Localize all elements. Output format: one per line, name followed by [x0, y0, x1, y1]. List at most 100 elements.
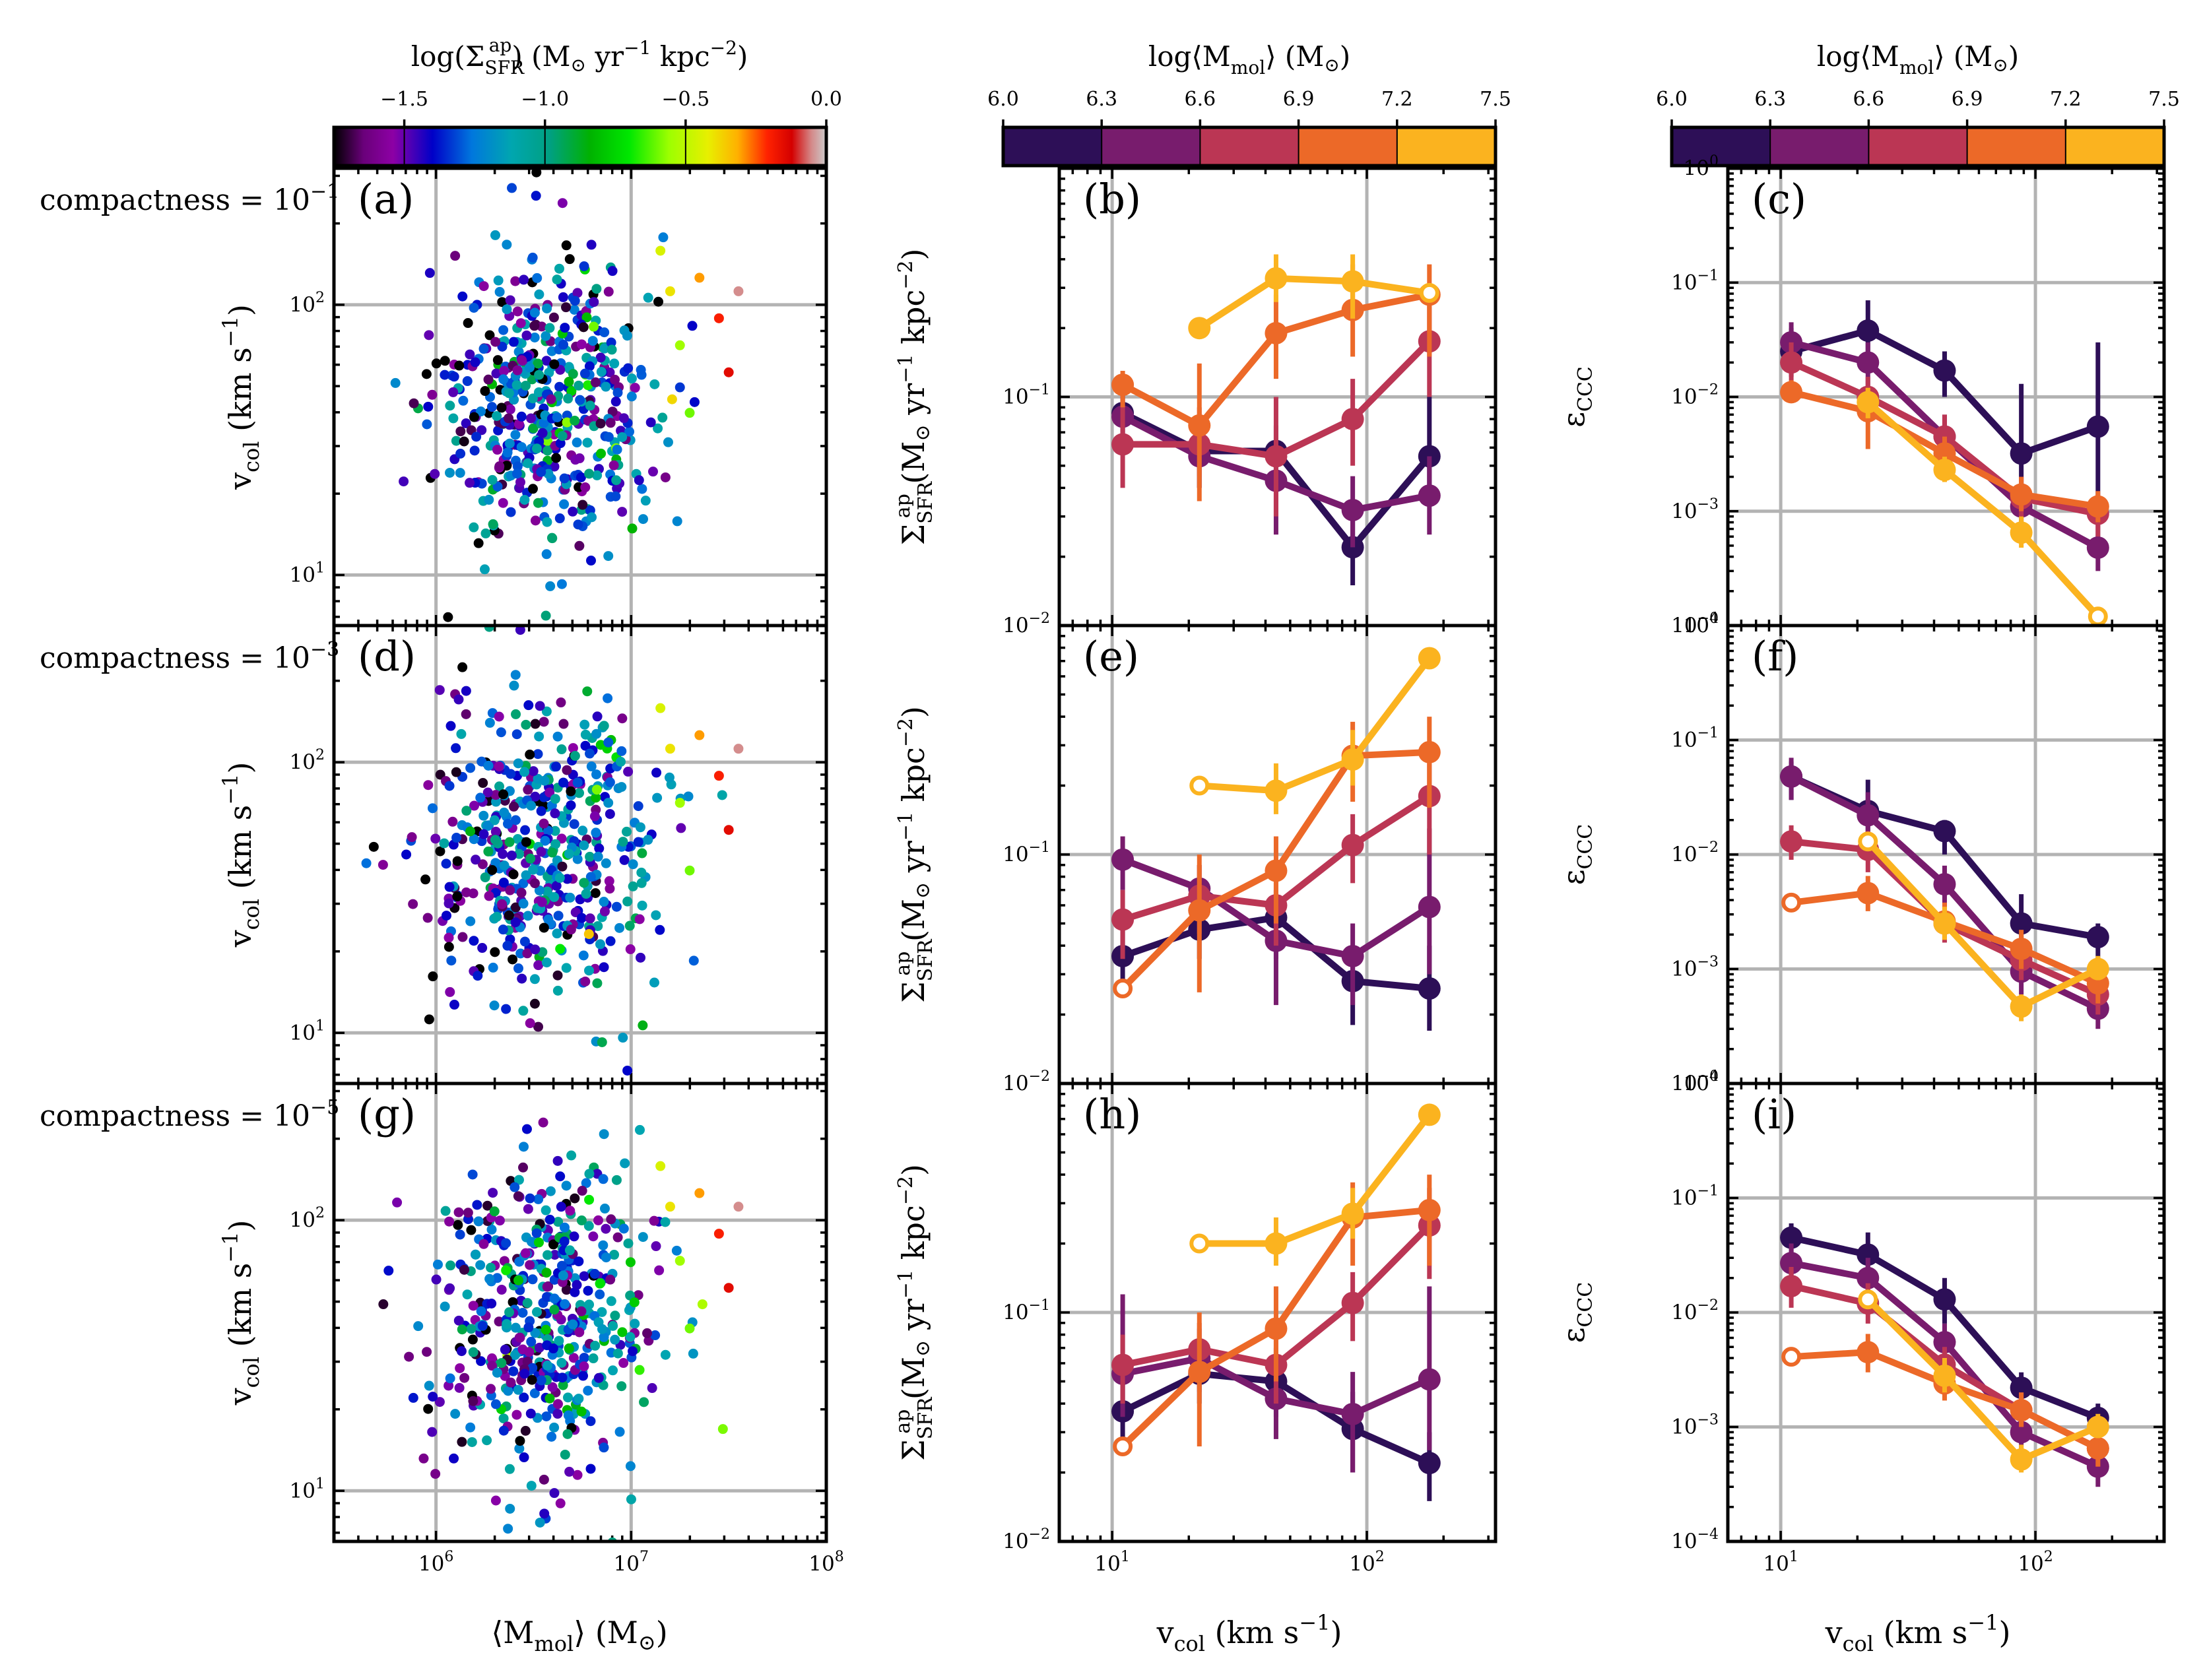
scatter-point	[508, 1366, 519, 1376]
ytick-label: 10−1	[1671, 267, 1719, 294]
scatter-point	[456, 1346, 467, 1357]
panel-d: 101 102 (d)	[290, 624, 828, 1085]
panel-g: 101 102 106 107 108 (g)	[290, 1082, 844, 1576]
scatter-point	[490, 1399, 501, 1409]
scatter-point	[439, 838, 449, 849]
scatter-point	[653, 296, 664, 307]
scatter-point	[564, 1343, 574, 1353]
scatter-point	[468, 1396, 478, 1406]
scatter-point	[660, 472, 671, 482]
scatter-point	[472, 1200, 482, 1210]
scatter-point	[591, 284, 602, 294]
data-point	[1933, 1364, 1956, 1387]
scatter-point-high-mass	[655, 703, 666, 713]
scatter-point	[399, 476, 409, 487]
scatter-point	[577, 500, 588, 510]
scatter-point	[536, 467, 546, 477]
data-point	[2086, 1437, 2109, 1460]
scatter-point	[527, 393, 538, 404]
scatter-point	[560, 323, 570, 333]
scatter-point	[422, 419, 432, 430]
scatter-point	[408, 1392, 418, 1403]
data-point	[2088, 606, 2108, 626]
scatter-point	[549, 1293, 560, 1304]
scatter-point	[566, 1150, 577, 1161]
data-point	[2086, 957, 2109, 981]
scatter-point	[623, 766, 634, 777]
scatter-point	[569, 819, 579, 829]
panel-h: 10−2 10−1 101 102 (h)	[1003, 1082, 1497, 1576]
scatter-point	[490, 835, 500, 845]
panel-c: 10−4 10−3 10−2 10−1 100 (c)	[1671, 153, 2166, 637]
scatter-point	[570, 751, 580, 761]
scatter-point	[546, 533, 557, 543]
scatter-point	[553, 1555, 563, 1565]
scatter-point	[444, 1216, 455, 1227]
colorbar-sfr-ticks: −1.5 −1.0 −0.5 0.0	[380, 88, 842, 166]
scatter-point	[615, 756, 626, 767]
scatter-point	[515, 626, 525, 635]
data-point	[1780, 381, 1803, 404]
scatter-point	[462, 376, 473, 387]
scatter-point	[448, 413, 459, 424]
scatter-point	[552, 970, 563, 981]
scatter-point	[533, 960, 544, 971]
data-point	[1857, 1341, 1880, 1364]
scatter-point	[451, 436, 461, 446]
scatter-point	[618, 837, 628, 847]
scatter-point	[588, 1353, 599, 1364]
scatter-point	[456, 728, 467, 739]
scatter-point	[550, 808, 560, 819]
scatter-point	[599, 1129, 609, 1140]
scatter-point	[583, 1285, 593, 1296]
scatter-point	[551, 761, 562, 772]
scatter-point	[465, 478, 475, 488]
scatter-point	[608, 1365, 618, 1376]
scatter-point	[541, 549, 552, 560]
scatter-point	[471, 855, 481, 865]
scatter-point	[534, 1342, 544, 1353]
scatter-point	[455, 1363, 465, 1373]
scatter-point	[525, 1018, 535, 1029]
scatter-point	[468, 888, 478, 899]
scatter-point	[533, 749, 543, 759]
scatter-point	[479, 564, 490, 575]
scatter-point	[527, 1274, 538, 1285]
scatter-point-high-mass	[684, 1323, 695, 1334]
panel-f: 10−4 10−3 10−2 10−1 100 (f)	[1671, 610, 2166, 1095]
scatter-point	[578, 950, 589, 961]
data-point	[1265, 859, 1288, 882]
scatter-point	[519, 1452, 529, 1463]
scatter-point	[459, 1373, 470, 1383]
scatter-point	[530, 1328, 541, 1338]
scatter-point	[616, 1381, 627, 1392]
scatter-point	[556, 744, 567, 755]
scatter-point	[480, 386, 490, 397]
scatter-point	[609, 460, 619, 470]
scatter-point	[444, 932, 454, 943]
scatter-point	[428, 971, 438, 982]
scatter-point	[526, 413, 537, 424]
data-point	[1418, 895, 1441, 919]
scatter-point	[572, 854, 583, 864]
scatter-point	[592, 711, 603, 722]
scatter-point	[564, 254, 575, 265]
scatter-point	[529, 321, 540, 331]
series-line	[1199, 656, 1432, 794]
scatter-point	[569, 304, 579, 315]
scatter-point	[554, 513, 565, 524]
scatter-point	[465, 763, 476, 773]
scatter-point-high-mass	[655, 1161, 666, 1171]
data-point	[1265, 267, 1288, 290]
ytick-label: 101	[290, 1018, 325, 1045]
scatter-point	[584, 965, 595, 976]
scatter-point	[637, 484, 647, 494]
scatter-point	[523, 458, 533, 468]
data-point	[1341, 270, 1364, 293]
scatter-point	[533, 1021, 544, 1032]
scatter-point	[489, 1206, 500, 1217]
scatter-point	[457, 932, 468, 942]
data-layer	[1780, 758, 2109, 1029]
scatter-point	[445, 986, 455, 997]
panel-label-i: (i)	[1752, 1090, 1796, 1138]
